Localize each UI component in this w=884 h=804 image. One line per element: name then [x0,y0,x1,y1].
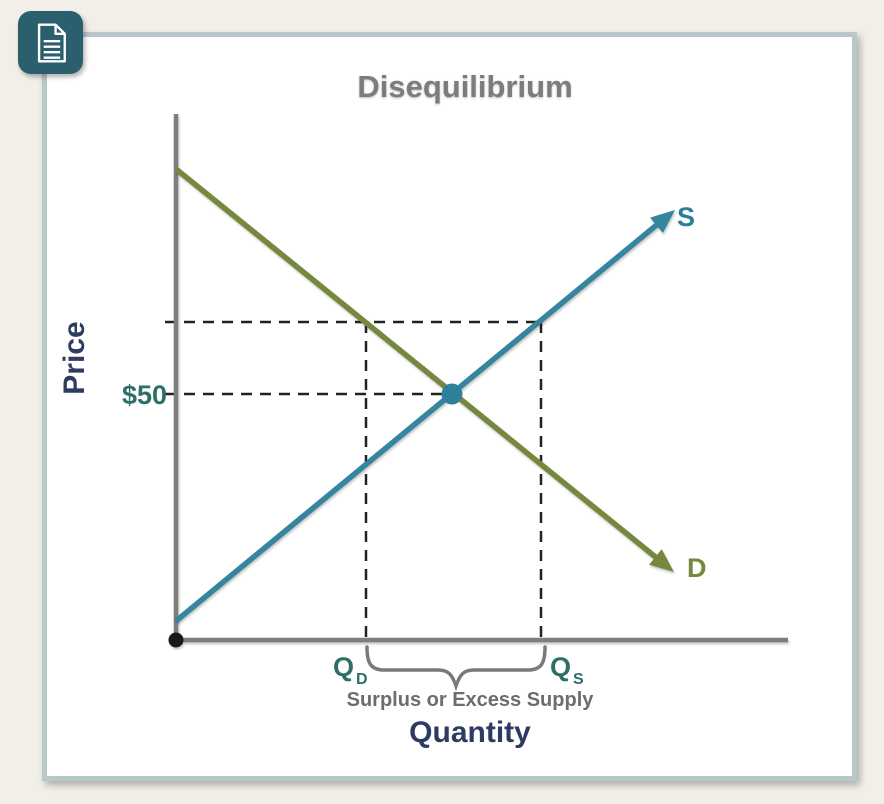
qs-marker: Q S [550,652,584,688]
supply-arrowhead-icon [650,210,675,233]
demand-label: D [687,553,707,583]
dashed-guides [165,320,543,637]
origin-dot [168,632,184,648]
qd-label: Q [333,652,354,682]
qd-marker: Q D [333,652,368,688]
y-axis-title: Price [58,321,91,394]
supply-curve [174,210,675,624]
qs-label: Q [550,652,571,682]
supply-label: S [677,202,695,232]
chart-title: Disequilibrium [357,69,572,104]
qd-subscript: D [356,671,368,688]
demand-line [174,166,660,562]
supply-line [174,220,661,624]
surplus-annotation: Surplus or Excess Supply [347,689,595,711]
demand-arrowhead-icon [649,549,674,572]
qs-subscript: S [573,671,584,688]
axes [168,114,788,648]
demand-curve [174,166,674,572]
document-badge-button[interactable] [18,11,83,74]
equilibrium-point [441,383,463,405]
surplus-brace-icon [365,645,547,692]
x-axis-title: Quantity [409,716,531,749]
document-icon [37,22,66,63]
price-50-label: $50 [122,380,167,410]
